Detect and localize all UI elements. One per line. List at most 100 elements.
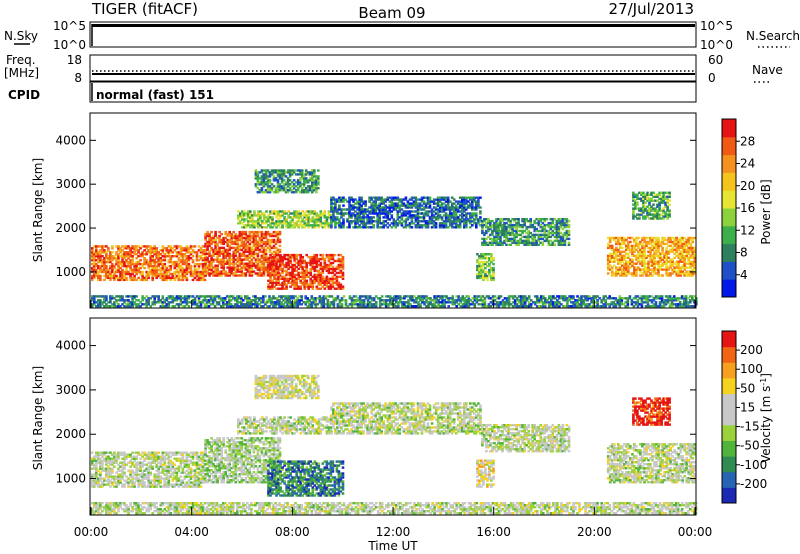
power-cell-evening-patch — [311, 283, 315, 286]
power-cell-day-band — [358, 202, 361, 205]
power-cell-band-rise — [252, 236, 256, 240]
power-cell-early-band — [157, 259, 160, 262]
power-cell-day-band — [350, 220, 353, 223]
power-cell-day-band — [446, 204, 450, 207]
power-cell-late-upper — [664, 215, 667, 218]
power-cell-streak-16h — [476, 266, 479, 270]
power-cell-afternoon-band — [543, 219, 547, 223]
power-cell-day-band — [406, 218, 410, 221]
power-cell-late-upper — [632, 211, 635, 214]
power-cell-early-band — [141, 262, 144, 266]
power-cell-mid-layer — [307, 218, 310, 221]
power-cell-day-band — [342, 226, 345, 229]
power-cell-early-band — [155, 272, 158, 276]
power-cell-day-band — [340, 222, 343, 225]
power-cell-early-band — [151, 264, 154, 268]
power-cell-day-band — [454, 204, 458, 207]
power-cell-upper-cloud — [292, 183, 296, 186]
power-cell-ground-scatter — [171, 295, 175, 298]
power-cell-upper-cloud — [282, 183, 286, 186]
power-cell-early-band — [127, 253, 130, 256]
power-cell-upper-cloud — [315, 181, 318, 184]
power-cell-afternoon-band — [549, 223, 553, 227]
power-cell-early-band — [109, 270, 112, 274]
power-cell-day-band — [342, 220, 345, 223]
power-cell-late-upper — [634, 199, 637, 202]
power-cell-upper-cloud — [276, 171, 280, 174]
nsky-panel: N.Sky 10^5 10^0 10^5 10^0 N.Search — [4, 19, 800, 52]
power-cell-afternoon-band — [533, 243, 536, 246]
power-cell-upper-cloud — [290, 185, 294, 188]
power-cell-early-band — [167, 260, 171, 264]
power-cell-mid-layer — [239, 216, 242, 219]
power-cell-early-band — [103, 257, 106, 260]
power-cell-ground-scatter — [244, 305, 247, 308]
power-cell-afternoon-band — [541, 241, 545, 244]
power-cell-early-band — [121, 272, 124, 276]
power-cell-band-rise — [214, 248, 217, 252]
power-cell-band-rise — [208, 244, 211, 248]
power-cell-streak-16h — [480, 257, 483, 260]
power-cell-late-band — [627, 272, 630, 275]
power-cell-band-rise — [208, 232, 211, 236]
power-cell-late-band — [689, 246, 693, 250]
power-cell-band-rise — [254, 230, 258, 234]
power-cell-band-rise — [232, 230, 235, 234]
power-cell-early-band — [141, 274, 144, 278]
power-cell-ground-scatter — [159, 301, 163, 304]
power-cell-afternoon-band — [503, 225, 506, 229]
power-cell-day-band — [475, 202, 478, 205]
power-cell-day-band — [382, 200, 385, 203]
power-cell-early-band — [111, 270, 114, 274]
power-cell-mid-layer — [317, 226, 321, 229]
power-cell-evening-patch — [309, 259, 312, 263]
power-cell-band-rise — [222, 256, 225, 259]
power-cell-band-rise — [204, 238, 207, 242]
power-cell-afternoon-band — [559, 219, 563, 223]
power-cell-upper-cloud — [284, 175, 288, 178]
power-cell-evening-patch — [267, 279, 270, 282]
power-cell-ground-scatter — [111, 303, 114, 306]
power-cell-afternoon-band — [523, 218, 526, 221]
power-cell-day-band — [404, 220, 408, 223]
power-cell-ground-scatter — [193, 303, 197, 306]
power-cell-day-band — [469, 214, 472, 217]
power-cell-day-band — [404, 218, 408, 221]
power-cell-day-band — [436, 198, 440, 201]
power-cell-day-band — [420, 226, 424, 229]
power-cell-late-upper — [646, 197, 649, 200]
power-cell-early-band — [197, 278, 201, 282]
power-cell-streak-16h — [490, 255, 493, 258]
power-cell-day-band — [444, 206, 448, 209]
power-cell-afternoon-band — [563, 225, 567, 229]
power-cell-early-band — [191, 260, 195, 264]
power-cell-band-rise — [226, 250, 229, 253]
power-cell-day-band — [414, 198, 418, 201]
power-cell-ground-scatter — [284, 305, 287, 308]
power-cell-day-band — [408, 216, 412, 219]
power-cell-ground-scatter — [276, 299, 279, 302]
power-cell-late-band — [610, 248, 614, 252]
power-cell-day-band — [364, 200, 367, 203]
power-cell-day-band — [418, 206, 422, 209]
power-cell-mid-layer — [303, 212, 306, 215]
power-cell-ground-scatter — [242, 303, 245, 306]
power-cell-mid-layer — [307, 224, 310, 227]
power-cell-upper-cloud — [258, 191, 262, 194]
power-cell-band-rise — [242, 272, 246, 275]
power-cell-band-rise — [206, 256, 209, 259]
power-cell-day-band — [350, 212, 353, 215]
power-cell-ground-scatter — [240, 297, 243, 300]
power-cell-evening-patch — [335, 271, 339, 275]
power-cell-day-band — [428, 202, 432, 205]
power-cell-late-band — [679, 238, 682, 242]
power-cell-early-band — [181, 247, 185, 250]
power-cell-day-band — [330, 220, 333, 223]
power-cell-band-rise — [246, 258, 250, 261]
power-cell-upper-cloud — [288, 179, 292, 182]
power-cell-late-band — [685, 242, 688, 246]
power-cell-mid-layer — [293, 216, 296, 219]
power-cell-upper-cloud — [315, 183, 318, 186]
power-cell-day-band — [414, 220, 418, 223]
power-cell-evening-patch — [269, 259, 272, 263]
